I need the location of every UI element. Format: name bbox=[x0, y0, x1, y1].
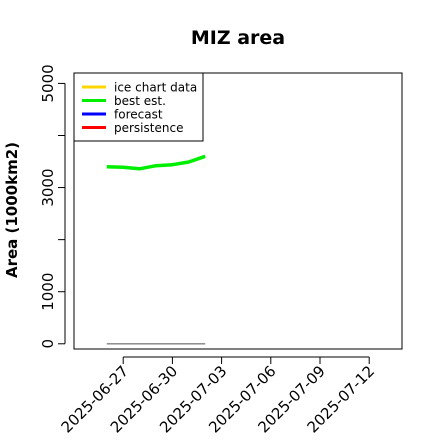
legend-label: best est. bbox=[114, 94, 166, 108]
y-tick-label: 5000 bbox=[39, 64, 57, 102]
chart-title: MIZ area bbox=[191, 27, 285, 49]
y-tick-label: 1000 bbox=[39, 273, 57, 311]
y-axis: 0 1000 3000 5000 bbox=[39, 64, 66, 349]
series-layer bbox=[106, 154, 206, 345]
legend-label: persistence bbox=[114, 121, 183, 135]
legend-box bbox=[73, 72, 204, 142]
plot-frame bbox=[73, 72, 403, 350]
y-tick-label: 0 bbox=[39, 339, 57, 349]
x-axis: 2025-06-272025-06-302025-07-032025-07-06… bbox=[58, 356, 378, 436]
y-tick-label: 3000 bbox=[39, 168, 57, 206]
y-axis-label: Area (1000km2) bbox=[3, 142, 21, 278]
legend-label: ice chart data bbox=[114, 81, 197, 95]
series-line-best-est bbox=[106, 154, 206, 171]
legend-label: forecast bbox=[114, 108, 163, 122]
